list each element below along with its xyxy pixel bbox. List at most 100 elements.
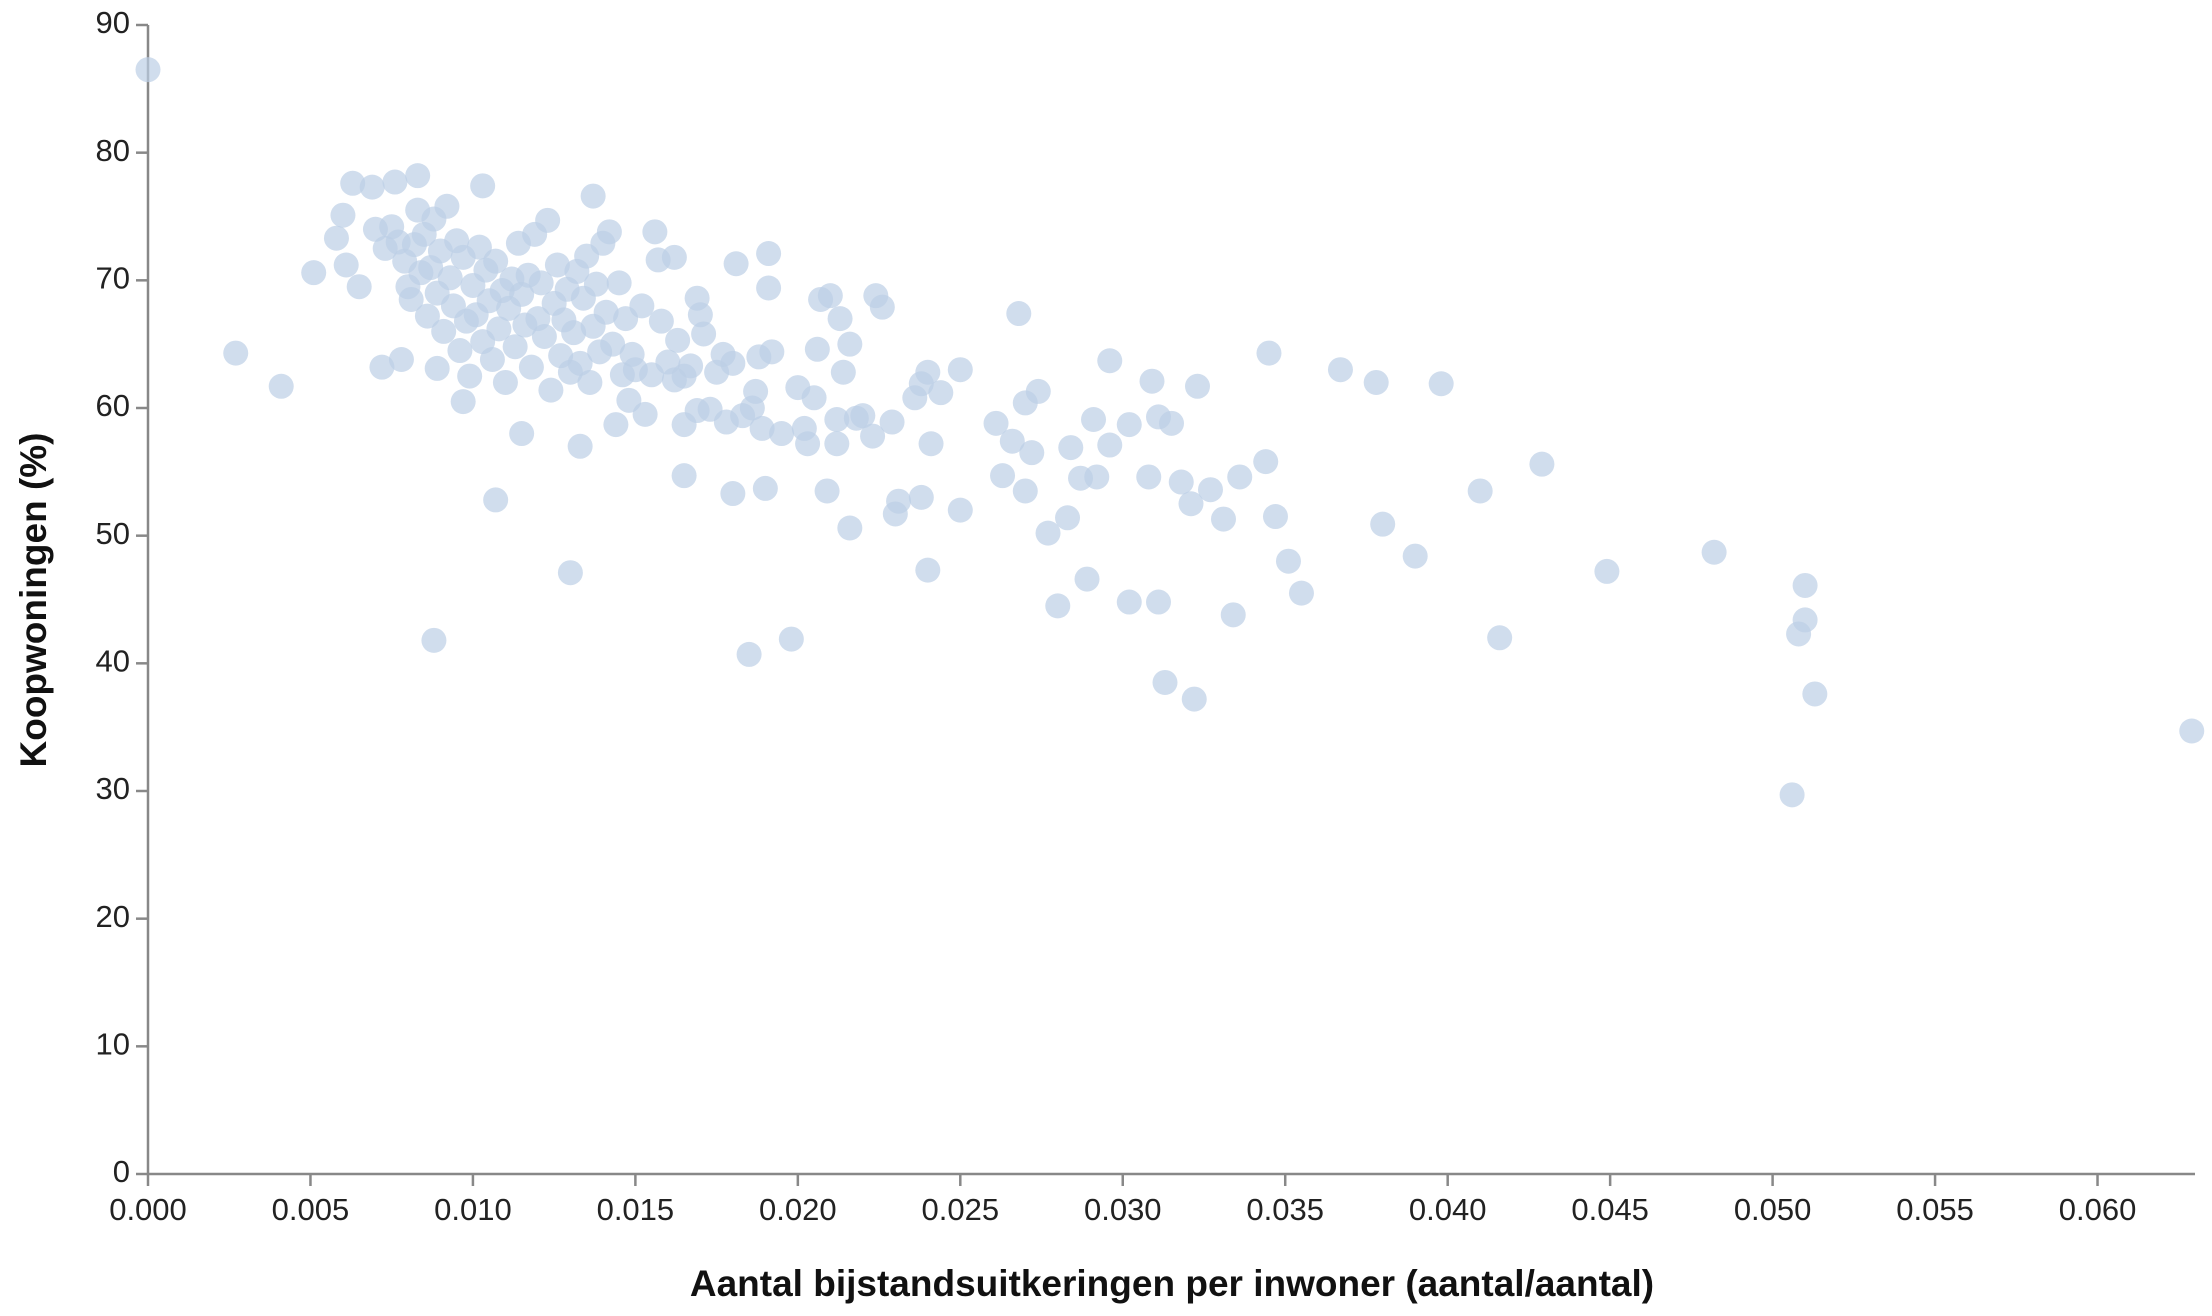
point xyxy=(736,641,762,667)
point xyxy=(388,346,414,372)
point xyxy=(678,353,704,379)
point xyxy=(1006,301,1032,327)
point xyxy=(869,294,895,320)
point xyxy=(518,354,544,380)
point xyxy=(691,321,717,347)
point xyxy=(301,260,327,286)
point xyxy=(1019,440,1045,466)
point xyxy=(918,431,944,457)
point xyxy=(434,193,460,219)
point xyxy=(1275,548,1301,574)
point xyxy=(359,174,385,200)
point xyxy=(837,515,863,541)
point xyxy=(346,274,372,300)
point xyxy=(1363,369,1389,395)
x-tick-label: 0.020 xyxy=(759,1192,837,1227)
point xyxy=(1792,572,1818,598)
point xyxy=(999,428,1025,454)
y-axis-title: Koopwoningen (%) xyxy=(13,433,54,768)
point xyxy=(1084,464,1110,490)
x-tick-label: 0.045 xyxy=(1571,1192,1649,1227)
point xyxy=(1081,406,1107,432)
point xyxy=(824,431,850,457)
point xyxy=(382,169,408,195)
point xyxy=(561,320,587,346)
point xyxy=(1467,478,1493,504)
point xyxy=(791,415,817,441)
point xyxy=(850,403,876,429)
point xyxy=(1594,558,1620,584)
y-tick-label: 50 xyxy=(96,516,130,551)
point xyxy=(752,475,778,501)
point xyxy=(1035,520,1061,546)
point xyxy=(642,219,668,245)
x-tick-label: 0.055 xyxy=(1896,1192,1974,1227)
point xyxy=(1256,340,1282,366)
y-tick-label: 70 xyxy=(96,261,130,296)
point xyxy=(369,354,395,380)
point xyxy=(990,463,1016,489)
point xyxy=(1055,505,1081,531)
point xyxy=(1045,593,1071,619)
point xyxy=(447,338,473,364)
y-tick-label: 30 xyxy=(96,771,130,806)
point xyxy=(632,401,658,427)
point xyxy=(1058,435,1084,461)
y-tick-label: 60 xyxy=(96,388,130,423)
point xyxy=(749,415,775,441)
point xyxy=(1146,589,1172,615)
point xyxy=(1012,478,1038,504)
point xyxy=(333,252,359,278)
point xyxy=(947,497,973,523)
point xyxy=(580,183,606,209)
point xyxy=(544,252,570,278)
x-tick-label: 0.000 xyxy=(109,1192,187,1227)
x-tick-label: 0.060 xyxy=(2059,1192,2137,1227)
point xyxy=(817,283,843,309)
point xyxy=(778,626,804,652)
point xyxy=(1178,491,1204,517)
point xyxy=(1116,412,1142,438)
point xyxy=(502,334,528,360)
y-tick-label: 20 xyxy=(96,899,130,934)
point xyxy=(746,344,772,370)
point xyxy=(1792,607,1818,633)
point xyxy=(723,251,749,277)
point xyxy=(538,377,564,403)
point xyxy=(860,423,886,449)
point xyxy=(1139,368,1165,394)
point xyxy=(603,412,629,438)
point xyxy=(743,378,769,404)
point xyxy=(528,270,554,296)
point xyxy=(437,265,463,291)
point xyxy=(915,359,941,385)
point xyxy=(268,373,294,399)
point xyxy=(1168,469,1194,495)
x-tick-label: 0.005 xyxy=(272,1192,350,1227)
point xyxy=(983,410,1009,436)
point xyxy=(323,225,349,251)
y-tick-label: 0 xyxy=(113,1154,130,1189)
point xyxy=(886,488,912,514)
x-tick-label: 0.015 xyxy=(597,1192,675,1227)
x-tick-label: 0.025 xyxy=(922,1192,1000,1227)
point xyxy=(1428,371,1454,397)
point xyxy=(1025,378,1051,404)
x-tick-label: 0.010 xyxy=(434,1192,512,1227)
point xyxy=(535,207,561,233)
point xyxy=(486,316,512,342)
point xyxy=(1097,432,1123,458)
point xyxy=(1253,449,1279,475)
point xyxy=(457,363,483,389)
point xyxy=(531,324,557,350)
point xyxy=(1210,506,1236,532)
point xyxy=(629,293,655,319)
point xyxy=(1181,686,1207,712)
point xyxy=(720,350,746,376)
point xyxy=(414,303,440,329)
point xyxy=(1701,539,1727,565)
point xyxy=(1116,589,1142,615)
point xyxy=(665,327,691,353)
x-tick-label: 0.030 xyxy=(1084,1192,1162,1227)
point xyxy=(1779,782,1805,808)
